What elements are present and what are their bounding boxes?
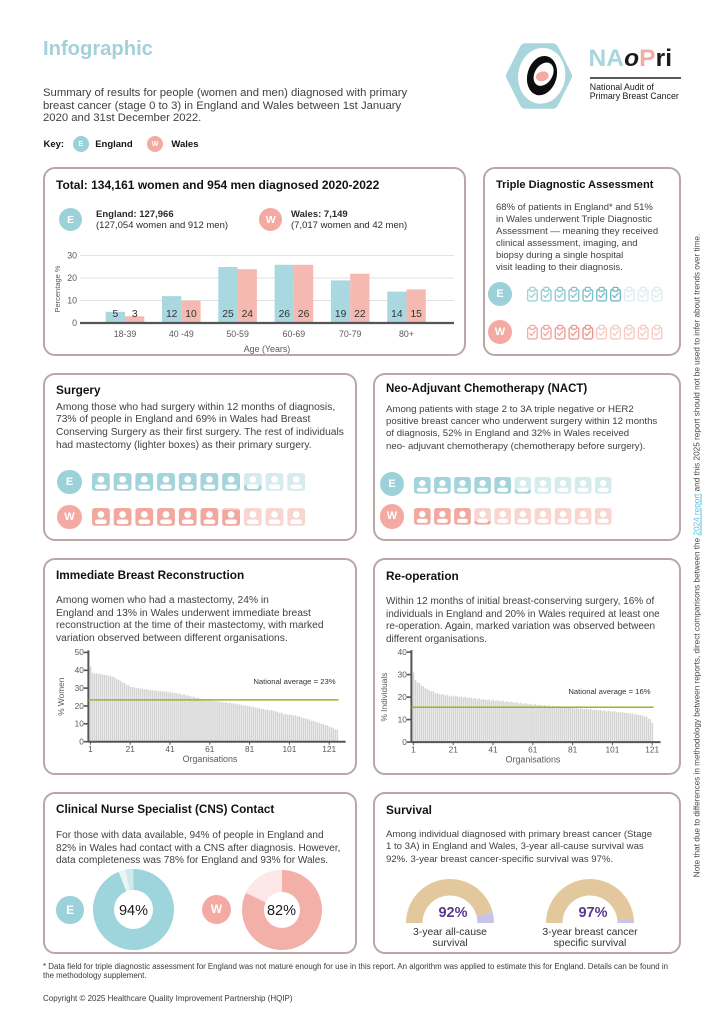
svg-text:12: 12: [166, 309, 178, 320]
svg-text:41: 41: [165, 744, 175, 754]
svg-text:70-79: 70-79: [339, 329, 362, 339]
svg-text:30: 30: [398, 669, 408, 679]
svg-text:18-39: 18-39: [114, 329, 137, 339]
svg-text:101: 101: [282, 744, 296, 754]
svg-text:Percentage %: Percentage %: [53, 265, 62, 312]
svg-text:81: 81: [245, 744, 255, 754]
svg-text:50-59: 50-59: [226, 329, 249, 339]
svg-text:% Individuals: % Individuals: [379, 673, 389, 722]
svg-text:26: 26: [279, 309, 291, 320]
svg-text:20: 20: [75, 701, 85, 711]
svg-text:Organisations: Organisations: [506, 755, 561, 765]
svg-text:10: 10: [67, 296, 77, 306]
svg-text:24: 24: [242, 309, 254, 320]
svg-text:21: 21: [449, 745, 459, 755]
svg-text:25: 25: [222, 309, 234, 320]
svg-text:21: 21: [126, 744, 136, 754]
svg-text:National average = 16%: National average = 16%: [568, 687, 650, 696]
svg-text:101: 101: [605, 745, 619, 755]
svg-text:80+: 80+: [399, 329, 414, 339]
svg-text:1: 1: [88, 744, 93, 754]
svg-text:10: 10: [398, 714, 408, 724]
svg-text:14: 14: [391, 309, 403, 320]
svg-text:30: 30: [75, 683, 85, 693]
svg-text:15: 15: [410, 309, 422, 320]
svg-text:61: 61: [528, 745, 538, 755]
svg-text:% Women: % Women: [56, 677, 66, 716]
svg-text:0: 0: [72, 318, 77, 328]
svg-text:Organisations: Organisations: [183, 754, 238, 764]
svg-text:40: 40: [398, 647, 408, 657]
svg-text:Age (Years): Age (Years): [244, 344, 291, 354]
svg-text:60-69: 60-69: [283, 329, 306, 339]
svg-text:National average = 23%: National average = 23%: [253, 677, 335, 686]
svg-text:121: 121: [645, 745, 659, 755]
svg-text:50: 50: [75, 647, 85, 657]
svg-text:5: 5: [113, 309, 119, 320]
svg-text:20: 20: [67, 273, 77, 283]
svg-text:20: 20: [398, 692, 408, 702]
svg-text:121: 121: [322, 744, 336, 754]
svg-text:22: 22: [354, 309, 366, 320]
svg-text:30: 30: [67, 251, 77, 261]
svg-text:61: 61: [205, 744, 215, 754]
svg-text:26: 26: [298, 309, 310, 320]
svg-text:1: 1: [411, 745, 416, 755]
svg-text:40: 40: [75, 665, 85, 675]
svg-text:0: 0: [402, 737, 407, 747]
svg-text:19: 19: [335, 309, 347, 320]
svg-text:40 -49: 40 -49: [169, 329, 194, 339]
svg-text:3: 3: [132, 309, 138, 320]
svg-text:41: 41: [488, 745, 498, 755]
svg-text:0: 0: [79, 737, 84, 747]
svg-text:10: 10: [75, 719, 85, 729]
svg-text:10: 10: [185, 309, 197, 320]
svg-text:81: 81: [568, 745, 578, 755]
